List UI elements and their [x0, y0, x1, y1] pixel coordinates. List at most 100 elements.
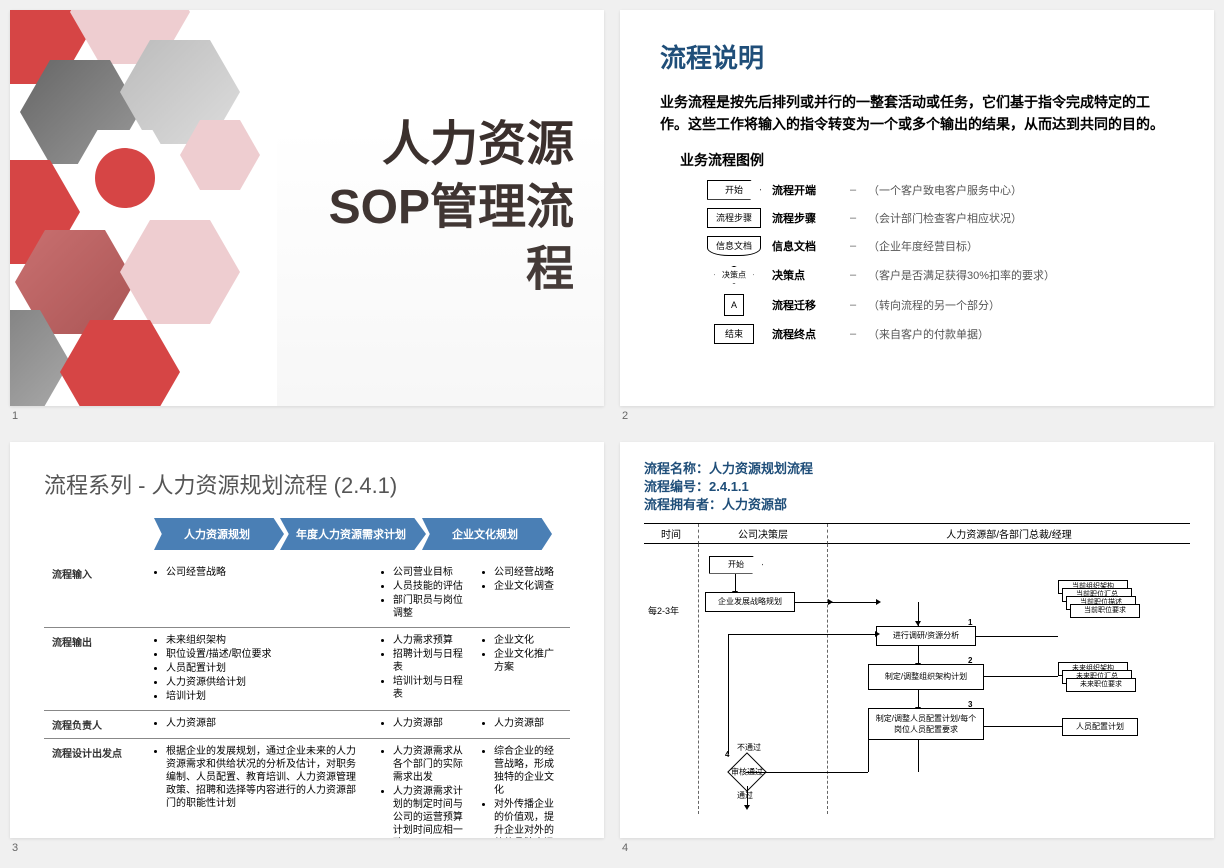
header-name-label: 流程名称： [644, 461, 709, 476]
table-cell: 人力需求预算招聘计划与日程表培训计划与日程表 [371, 628, 472, 711]
list-item: 公司营业目标 [393, 566, 464, 579]
legend-row-connector: A 流程迁移 – （转向流程的另一个部分） [696, 294, 1174, 316]
legend-name: 流程开端 [772, 182, 838, 198]
swimlane-headers: 时间 公司决策层 人力资源部/各部门总裁/经理 [644, 523, 1190, 544]
doc-item: 未来职位要求 [1066, 678, 1136, 692]
list-item: 人员配置计划 [166, 662, 363, 675]
slide-4-wrapper: 流程名称：人力资源规划流程 流程编号：2.4.1.1 流程拥有者：人力资源部 时… [620, 442, 1214, 858]
slide-3-wrapper: 流程系列 - 人力资源规划流程 (2.4.1) 人力资源规划 年度人力资源需求计… [10, 442, 604, 858]
header-owner-label: 流程拥有者： [644, 497, 722, 512]
table-cell: 人力资源需求从各个部门的实际需求出发人力资源需求计划的制定时间与公司的运营预算计… [371, 739, 472, 839]
legend-name: 信息文档 [772, 238, 838, 254]
header-name: 人力资源规划流程 [709, 461, 813, 476]
tab-arrow: 人力资源规划 [154, 518, 284, 550]
shape-end: 结束 [714, 324, 754, 344]
table-row: 流程设计出发点根据企业的发展规划，通过企业未来的人力资源需求和供给状况的分析及估… [44, 739, 570, 839]
flow-line [976, 636, 1058, 637]
hex-shape [120, 220, 240, 324]
list-item: 职位设置/描述/职位要求 [166, 648, 363, 661]
slide-2: 流程说明 业务流程是按先后排列或并行的一整套活动或任务，它们基于指令完成特定的工… [620, 10, 1214, 406]
list-item: 人力资源需求从各个部门的实际需求出发 [393, 745, 464, 784]
row-label: 流程输入 [44, 560, 144, 628]
slide2-description: 业务流程是按先后排列或并行的一整套活动或任务，它们基于指令完成特定的工作。这些工… [660, 91, 1174, 136]
table-cell: 人力资源部 [144, 711, 371, 739]
pass-label: 通过 [737, 790, 753, 801]
legend-dash: – [838, 328, 868, 340]
time-label: 每2-3年 [648, 604, 679, 617]
list-item: 对外传播企业的价值观，提升企业对外的整体品牌内涵 [494, 798, 562, 838]
node-analysis: 进行调研/资源分析 [876, 626, 976, 646]
table-cell: 根据企业的发展规划，通过企业未来的人力资源需求和供给状况的分析及估计，对职务编制… [144, 739, 371, 839]
legend-name: 流程迁移 [772, 297, 838, 313]
flow-line [728, 634, 876, 635]
table-cell: 公司经营战略 [144, 560, 371, 628]
shape-rect: 流程步骤 [707, 208, 761, 228]
slide2-title: 流程说明 [660, 38, 1174, 75]
flow-line [918, 690, 919, 708]
no-pass-label: 不通过 [737, 742, 761, 753]
process-table: 流程输入公司经营战略公司营业目标人员技能的评估部门职员与岗位调整公司经营战略企业… [44, 560, 570, 838]
doc-bottom: 人员配置计划 [1062, 718, 1138, 736]
shape-doc: 信息文档 [707, 236, 761, 256]
tabs-row: 人力资源规划 年度人力资源需求计划 企业文化规划 [154, 518, 570, 550]
col-hr: 1 进行调研/资源分析 2 制定/调整组织架构计划 3 制定/调整人员配置计划/… [828, 544, 1190, 814]
legend-row-end: 结束 流程终点 – （来自客户的付款单据） [696, 324, 1174, 344]
node-strategy: 企业发展战略规划 [705, 592, 795, 612]
table-row: 流程输出未来组织架构职位设置/描述/职位要求人员配置计划人力资源供给计划培训计划… [44, 628, 570, 711]
tab-arrow: 企业文化规划 [422, 518, 552, 550]
node-start: 开始 [709, 556, 763, 574]
list-item: 人力需求预算 [393, 634, 464, 647]
list-item: 公司经营战略 [166, 566, 363, 579]
flow-line [918, 602, 919, 622]
col-time: 每2-3年 [644, 544, 698, 814]
legend-dash: – [838, 240, 868, 252]
main-title-line2: SOP管理流程 [295, 177, 574, 302]
flow-line [747, 786, 748, 806]
legend-row-start: 开始 流程开端 – （一个客户致电客户服务中心） [696, 180, 1174, 200]
shape-start: 开始 [707, 180, 761, 200]
node-staffing: 制定/调整人员配置计划/每个岗位人员配置要求 [868, 708, 984, 740]
list-item: 综合企业的经营战略，形成独特的企业文化 [494, 745, 562, 797]
legend-row-doc: 信息文档 信息文档 – （企业年度经营目标） [696, 236, 1174, 256]
main-title-line1: 人力资源 [295, 114, 574, 176]
legend-example: （一个客户致电客户服务中心） [868, 182, 1022, 198]
list-item: 人力资源需求计划的制定时间与公司的运营预算计划时间应相一致 [393, 785, 464, 838]
table-row: 流程负责人人力资源部人力资源部人力资源部 [44, 711, 570, 739]
legend-name: 流程终点 [772, 326, 838, 342]
list-item: 企业文化推广方案 [494, 648, 562, 674]
slide-4: 流程名称：人力资源规划流程 流程编号：2.4.1.1 流程拥有者：人力资源部 时… [620, 442, 1214, 838]
legend-example: （企业年度经营目标） [868, 238, 978, 254]
legend-example: （转向流程的另一个部分） [868, 297, 1000, 313]
table-row: 流程输入公司经营战略公司营业目标人员技能的评估部门职员与岗位调整公司经营战略企业… [44, 560, 570, 628]
legend-dash: – [838, 212, 868, 224]
table-cell: 企业文化企业文化推广方案 [472, 628, 570, 711]
legend-table: 开始 流程开端 – （一个客户致电客户服务中心） 流程步骤 流程步骤 – （会计… [696, 180, 1174, 344]
slide2-subtitle: 业务流程图例 [680, 150, 1174, 170]
slide4-header: 流程名称：人力资源规划流程 流程编号：2.4.1.1 流程拥有者：人力资源部 [644, 460, 1190, 515]
flow-line [868, 724, 869, 772]
flow-line [984, 726, 1062, 727]
legend-name: 流程步骤 [772, 210, 838, 226]
list-item: 人力资源部 [494, 717, 562, 730]
list-item: 根据企业的发展规划，通过企业未来的人力资源需求和供给状况的分析及估计，对职务编制… [166, 745, 363, 810]
flow-line [728, 634, 729, 754]
flow-line [795, 602, 829, 603]
col-decision: 开始 企业发展战略规划 审核通过 4 不通过 通过 [698, 544, 828, 814]
legend-dash: – [838, 299, 868, 311]
lane-hr: 人力资源部/各部门总裁/经理 [828, 524, 1190, 544]
shape-diamond: 决策点 [707, 264, 761, 286]
row-label: 流程输出 [44, 628, 144, 711]
list-item: 公司经营战略 [494, 566, 562, 579]
flow-line [735, 574, 736, 592]
title-area: 人力资源 SOP管理流程 [295, 10, 604, 406]
slide-number: 4 [620, 838, 1214, 858]
list-item: 企业文化调查 [494, 580, 562, 593]
table-cell: 人力资源部 [472, 711, 570, 739]
list-item: 部门职员与岗位调整 [393, 594, 464, 620]
list-item: 人力资源部 [393, 717, 464, 730]
list-item: 人员技能的评估 [393, 580, 464, 593]
node-org-plan: 制定/调整组织架构计划 [868, 664, 984, 690]
legend-row-step: 流程步骤 流程步骤 – （会计部门检查客户相应状况） [696, 208, 1174, 228]
row-label: 流程设计出发点 [44, 739, 144, 839]
legend-name: 决策点 [772, 267, 838, 283]
